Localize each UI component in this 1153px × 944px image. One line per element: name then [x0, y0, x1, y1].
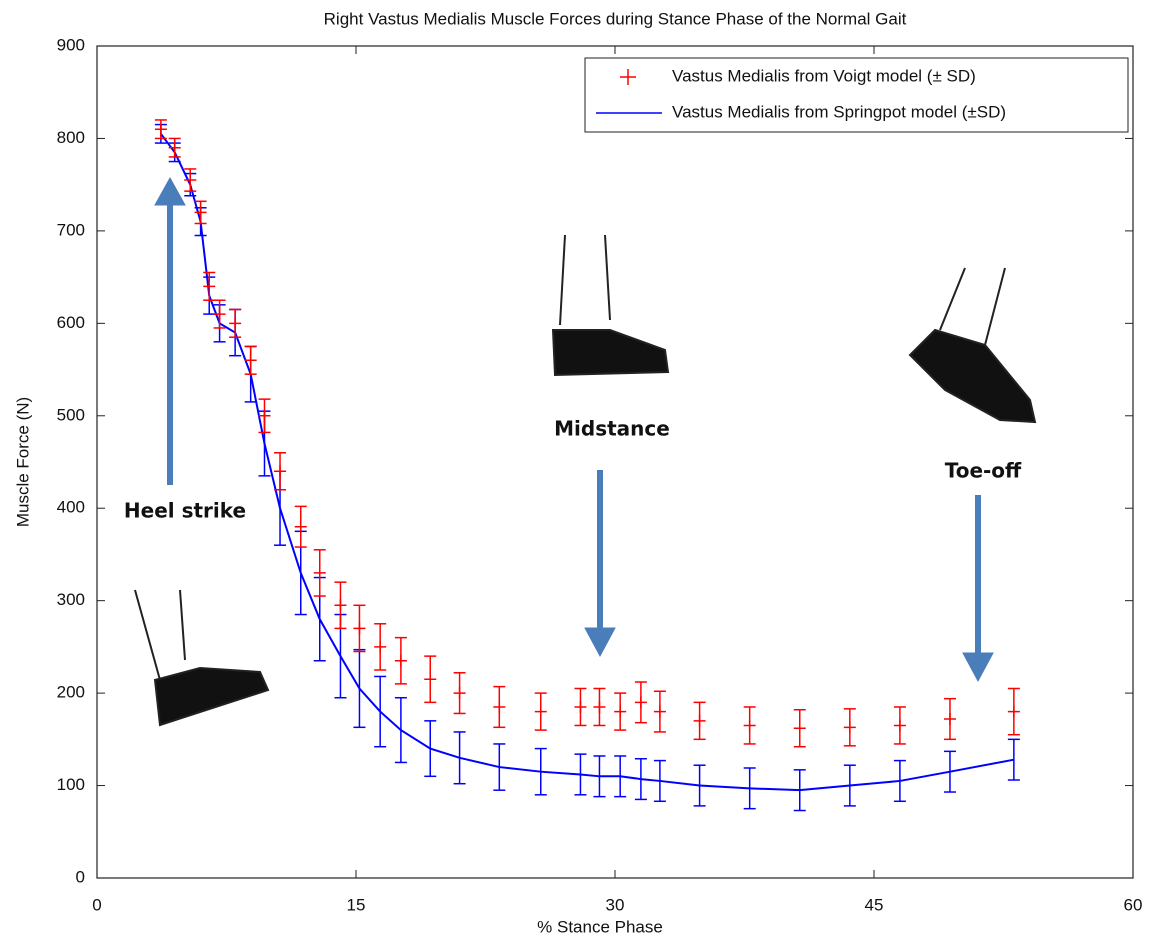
y-tick-label: 100 [57, 775, 85, 794]
y-axis-label: Muscle Force (N) [13, 397, 32, 527]
marker [274, 465, 287, 478]
marker [154, 123, 167, 136]
series [154, 119, 1020, 748]
marker [424, 673, 437, 686]
line [160, 133, 1015, 792]
marker [168, 141, 181, 154]
marker [574, 700, 587, 713]
marker [203, 280, 216, 293]
marker [244, 354, 257, 367]
marker [353, 622, 366, 635]
y-tick-label: 400 [57, 498, 85, 517]
marker [334, 599, 347, 612]
marker [593, 700, 606, 713]
marker [213, 308, 226, 321]
marker [843, 721, 856, 734]
marker [634, 696, 647, 709]
arrows [154, 176, 994, 683]
marker [493, 700, 506, 713]
marker [534, 705, 547, 718]
marker [374, 640, 387, 653]
shoe [551, 329, 670, 377]
annotation: Midstance [554, 417, 670, 441]
marker [453, 687, 466, 700]
legend-label: Vastus Medialis from Springpot model (±S… [672, 102, 1006, 121]
chart-title: Right Vastus Medialis Muscle Forces duri… [324, 9, 907, 28]
x-axis-label: % Stance Phase [537, 917, 663, 936]
marker [793, 722, 806, 735]
y-tick-label: 300 [57, 590, 85, 609]
x-tick-label: 45 [865, 895, 884, 914]
y-tick-label: 0 [76, 867, 85, 886]
shoe [908, 328, 1037, 424]
y-tick-label: 600 [57, 313, 85, 332]
marker [394, 654, 407, 667]
marker [184, 174, 197, 187]
x-tick-label: 0 [92, 895, 101, 914]
legend-swatch [620, 69, 636, 85]
shoe-icons [134, 234, 1037, 727]
leg [559, 234, 611, 326]
arrow-head [962, 652, 994, 683]
marker [943, 712, 956, 725]
leg [939, 267, 1006, 346]
y-tick-label: 900 [57, 35, 85, 54]
marker [258, 409, 271, 422]
x-tick-label: 60 [1124, 895, 1143, 914]
x-tick-label: 30 [606, 895, 625, 914]
y-tick-label: 500 [57, 405, 85, 424]
marker [229, 317, 242, 330]
y-tick-label: 200 [57, 683, 85, 702]
marker [653, 705, 666, 718]
legend: Vastus Medialis from Voigt model (± SD) V… [584, 57, 1129, 133]
arrow-head [154, 176, 186, 206]
y-tick-label: 700 [57, 220, 85, 239]
marker [693, 714, 706, 727]
legend-box [584, 57, 1129, 133]
marker [1007, 705, 1020, 718]
marker [294, 520, 307, 533]
shoe [153, 666, 270, 727]
leg [134, 589, 186, 681]
annotation: Heel strike [124, 499, 246, 523]
marker [743, 719, 756, 732]
y-tick-label: 800 [57, 128, 85, 147]
arrow-head [584, 627, 616, 658]
marker [614, 705, 627, 718]
marker [313, 566, 326, 579]
marker [194, 206, 207, 219]
x-tick-label: 15 [347, 895, 366, 914]
series [154, 123, 1020, 812]
annotation: Toe-off [945, 459, 1022, 483]
legend-label: Vastus Medialis from Voigt model (± SD) [672, 66, 976, 85]
marker [893, 719, 906, 732]
